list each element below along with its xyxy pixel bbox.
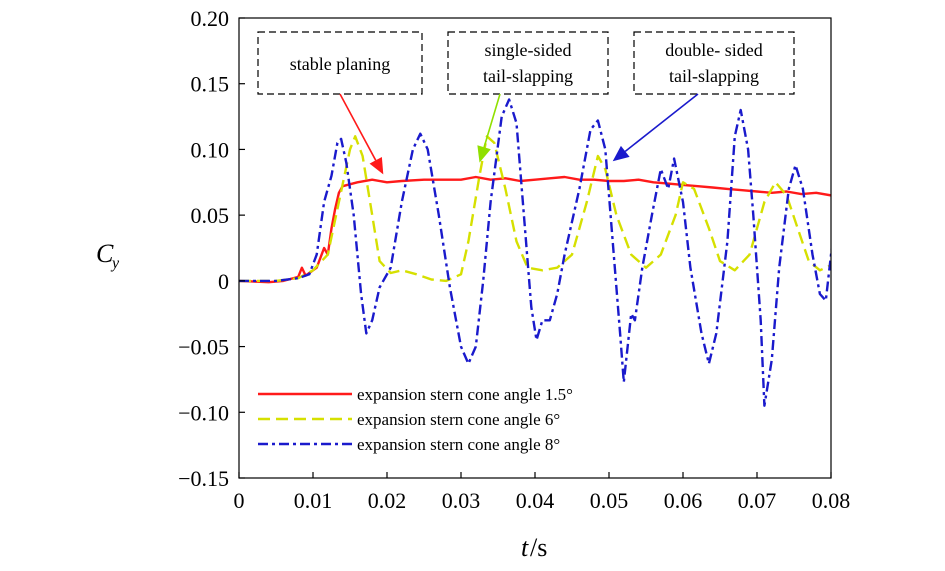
x-tick-label: 0.02: [368, 488, 407, 513]
x-tick-label: 0.03: [442, 488, 481, 513]
annotation-arrow-head: [369, 156, 384, 175]
annotation-arrow-head: [612, 145, 630, 162]
legend-label-1: expansion stern cone angle 1.5°: [357, 385, 573, 404]
annotation-text: single-sided: [485, 40, 572, 60]
annotation-box: [447, 31, 609, 95]
annotation-text: tail-slapping: [669, 66, 759, 86]
annotation-box: [633, 31, 795, 95]
x-axis-label-unit: /s: [530, 533, 547, 562]
x-axis-label-symbol: t: [521, 533, 529, 562]
y-tick-label: −0.05: [178, 335, 229, 360]
annotation-3: double- sided tail-slapping: [612, 31, 795, 162]
x-tick-label: 0.08: [812, 488, 851, 513]
x-tick-label: 0: [234, 488, 245, 513]
series-line-2: [239, 135, 831, 283]
y-tick-label: −0.15: [178, 466, 229, 491]
ticks-layer: 0 0.01 0.02 0.03 0.04 0.05 0.06 0.07 0.08 −0.15 −0…: [178, 6, 850, 513]
legend: expansion stern cone angle 1.5° expansion…: [258, 385, 573, 454]
legend-label-2: expansion stern cone angle 6°: [357, 410, 560, 429]
y-axis-label: C: [96, 239, 114, 268]
annotation-arrow-shaft: [483, 93, 501, 148]
annotation-layer: stable planingsingle-sidedtail-slappingd…: [257, 31, 795, 175]
annotation-arrow-shaft: [339, 93, 377, 161]
y-tick-label: 0.15: [191, 72, 230, 97]
x-tick-label: 0.06: [664, 488, 703, 513]
annotation-2: single-sided tail-slapping: [447, 31, 609, 163]
y-tick-label: 0.05: [191, 203, 230, 228]
series-line-1: [239, 175, 831, 284]
annotation-arrow-shaft: [624, 93, 699, 152]
x-tick-label: 0.01: [294, 488, 333, 513]
x-tick-label: 0.04: [516, 488, 555, 513]
y-tick-label: 0.10: [191, 137, 230, 162]
y-tick-label: −0.10: [178, 400, 229, 425]
annotation-text: stable planing: [290, 54, 390, 74]
annotation-box: [257, 31, 423, 95]
annotation-text: tail-slapping: [483, 66, 573, 86]
y-tick-label: 0: [218, 269, 229, 294]
series-layer: [239, 98, 831, 407]
annotation-1: stable planing: [257, 31, 423, 175]
y-tick-label: 0.20: [191, 6, 230, 31]
y-axis-label-subscript: y: [110, 255, 120, 272]
annotation-arrow-head: [477, 145, 491, 163]
x-tick-label: 0.07: [738, 488, 777, 513]
series-line-3: [239, 98, 831, 407]
annotation-text: double- sided: [665, 40, 762, 60]
x-tick-label: 0.05: [590, 488, 629, 513]
legend-label-3: expansion stern cone angle 8°: [357, 435, 560, 454]
